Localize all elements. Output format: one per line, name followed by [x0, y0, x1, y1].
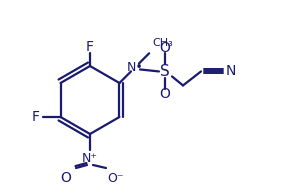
Text: O: O — [159, 41, 171, 55]
Text: N⁺: N⁺ — [82, 152, 98, 164]
Text: O: O — [159, 87, 171, 102]
Text: N: N — [226, 64, 236, 78]
Text: O: O — [60, 171, 72, 185]
Text: CH₃: CH₃ — [152, 38, 173, 48]
Text: F: F — [32, 110, 39, 124]
Text: N•: N• — [127, 61, 143, 74]
Text: O⁻: O⁻ — [107, 172, 123, 184]
Text: S: S — [160, 64, 170, 79]
Text: F: F — [86, 40, 94, 54]
